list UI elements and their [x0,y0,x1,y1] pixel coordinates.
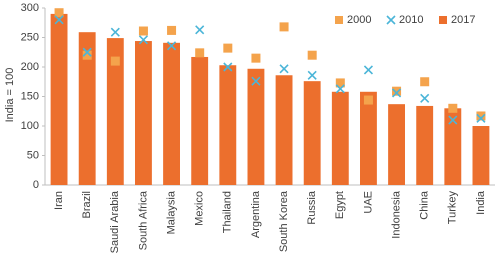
bar [331,91,349,185]
square-marker [392,86,402,96]
y-tick-label: 300 [21,2,39,14]
bar [219,65,237,185]
x-marker [251,76,261,86]
x-marker [223,62,233,72]
square-marker [476,111,486,121]
square-marker [223,43,233,53]
x-tick-label: Brazil [81,191,93,219]
square-marker [307,50,317,60]
x-marker [391,88,402,98]
x-marker [195,25,205,35]
bar [360,91,377,185]
legend-label: 2000 [347,14,371,26]
legend-swatch [335,16,343,24]
legend-swatch [439,16,447,24]
x-tick-label: Egypt [334,191,346,219]
square-marker [420,77,430,87]
square-marker [279,22,289,32]
square-marker [54,8,64,18]
x-tick-label: Malaysia [165,190,177,234]
y-tick-label: 200 [21,61,39,73]
y-tick-label: 250 [21,31,39,43]
bar [78,32,96,185]
square-marker [138,26,148,36]
x-marker [307,70,317,80]
legend-label: 2017 [451,14,475,26]
x-marker [54,15,64,25]
x-marker [448,115,458,125]
x-tick-label: Indonesia [390,190,402,239]
x-marker [476,113,486,123]
bar [275,75,293,185]
x-marker [82,47,92,57]
bar [106,38,124,186]
square-marker [195,48,205,58]
legend-swatch [386,15,396,25]
bar [163,42,180,186]
square-marker [448,103,458,113]
x-tick-label: South Africa [137,190,149,250]
square-marker [335,78,345,88]
bar [444,108,462,185]
y-tick-label: 100 [21,120,39,132]
x-tick-label: Iran [53,191,65,210]
y-axis-label: India = 100 [4,68,16,123]
x-marker [363,65,374,75]
x-tick-label: South Korea [278,190,290,252]
y-tick-label: 150 [21,90,39,102]
x-tick-label: China [419,190,431,220]
y-tick-label: 0 [33,179,39,191]
bar [50,13,68,186]
x-tick-label: Argentina [250,190,262,238]
x-tick-label: Mexico [194,191,206,226]
x-tick-label: Turkey [447,191,459,225]
x-marker [138,35,149,45]
bar [191,56,209,185]
square-marker [167,25,177,35]
bar [303,81,321,185]
x-marker [166,41,177,51]
x-marker [420,93,430,103]
bar [247,68,265,185]
x-tick-label: UAE [362,191,374,214]
square-marker [251,53,261,63]
square-marker [82,50,92,60]
x-tick-label: Thailand [222,191,234,233]
x-tick-label: Saudi Arabia [109,190,121,253]
x-tick-label: Russia [306,190,318,225]
bar [416,105,434,185]
y-tick-label: 50 [27,149,39,161]
square-marker [363,95,373,105]
bar [135,41,152,185]
bar [388,104,405,185]
bar [472,126,490,185]
x-marker [279,64,289,74]
x-marker [335,84,345,94]
x-marker [110,27,120,37]
x-tick-label: India [475,190,487,215]
legend-label: 2010 [399,14,423,26]
square-marker [110,56,120,66]
